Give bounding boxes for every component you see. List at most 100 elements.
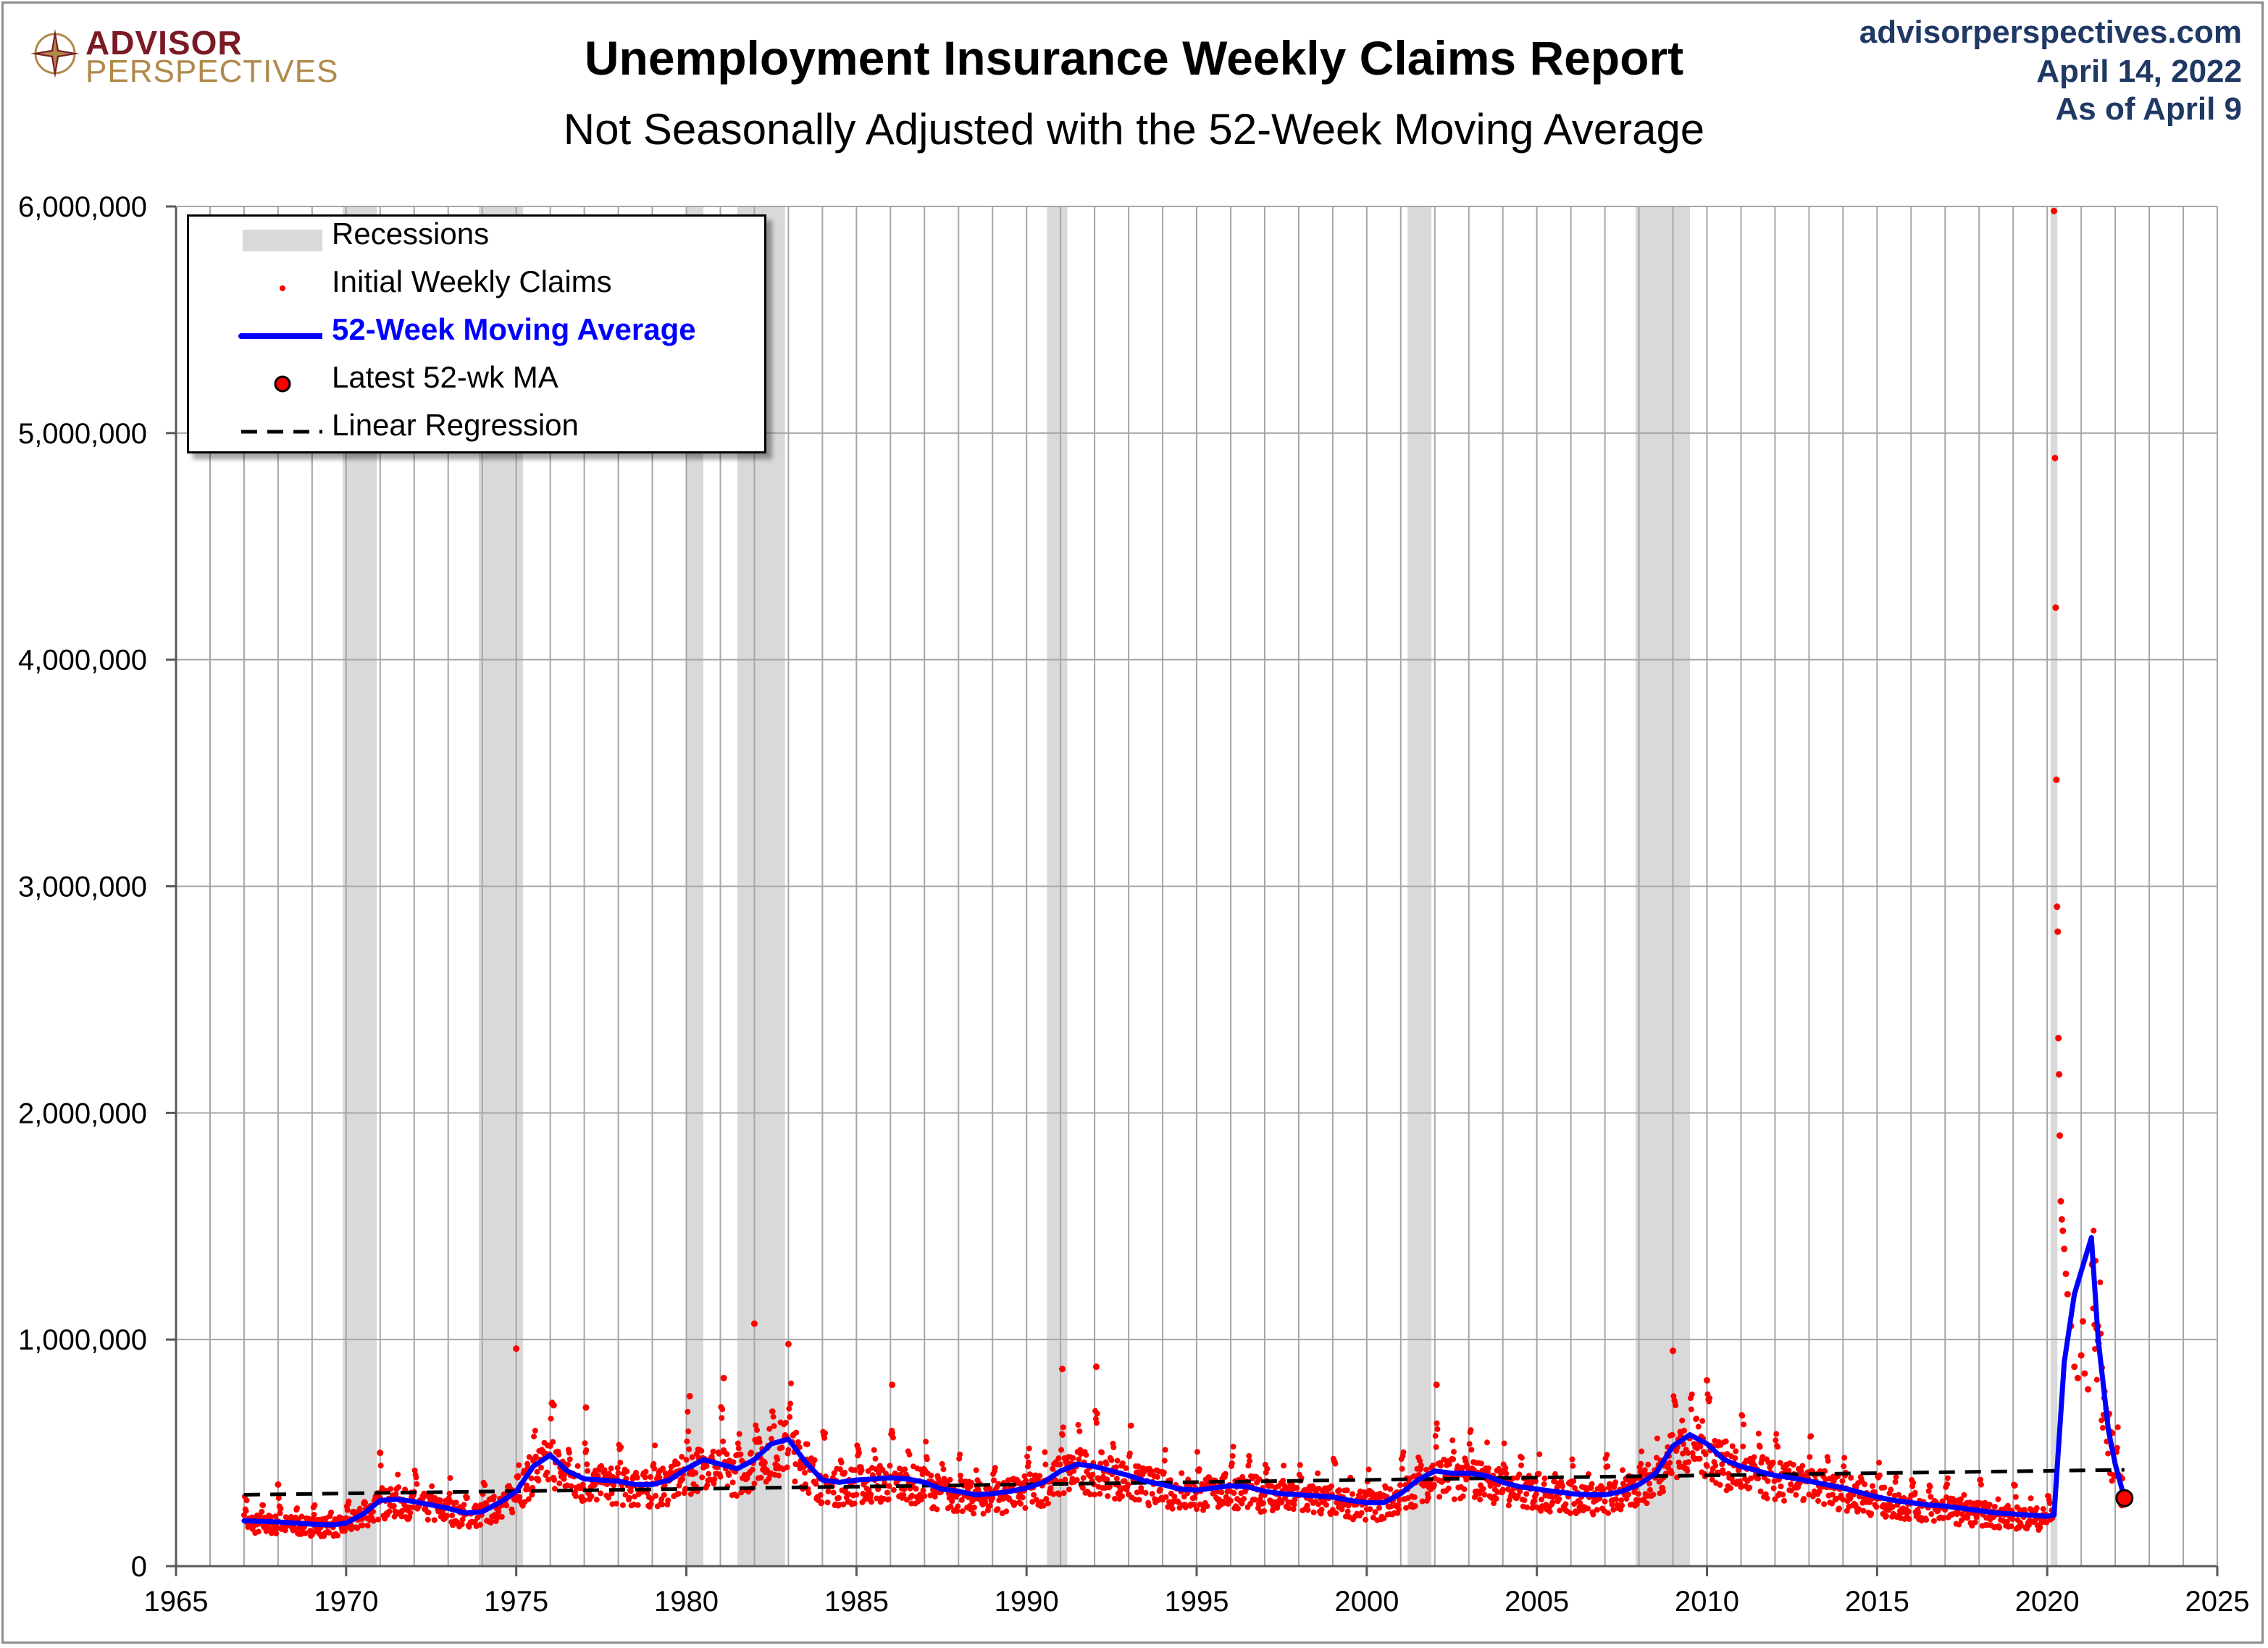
claim-dot xyxy=(399,1507,406,1514)
claim-dot xyxy=(1119,1460,1126,1467)
claim-dot xyxy=(750,1320,758,1327)
claim-dot xyxy=(635,1502,641,1508)
claim-dot xyxy=(1056,1492,1063,1498)
claim-dot xyxy=(606,1471,612,1477)
claim-dot xyxy=(2074,1374,2081,1381)
claim-dot xyxy=(1358,1510,1365,1516)
claim-dot xyxy=(1419,1498,1426,1505)
claim-dot xyxy=(1923,1517,1930,1523)
claim-dot xyxy=(277,1510,283,1517)
claim-dot xyxy=(1836,1505,1842,1512)
claim-dot xyxy=(377,1450,384,1457)
claim-dot xyxy=(837,1466,843,1473)
x-tick-label: 2025 xyxy=(2185,1586,2250,1618)
claim-dot xyxy=(1024,1453,1031,1460)
claim-dot xyxy=(1161,1457,1168,1464)
claim-dot xyxy=(971,1504,977,1510)
claim-dot xyxy=(2105,1450,2112,1457)
claim-dot xyxy=(1222,1471,1229,1477)
claim-dot xyxy=(1126,1450,1133,1457)
claim-dot xyxy=(1135,1463,1142,1470)
claim-dot xyxy=(1060,1490,1067,1497)
claim-dot xyxy=(1941,1515,1947,1521)
claim-dot xyxy=(298,1513,305,1520)
moving-average-line xyxy=(241,1234,2127,1528)
claim-dot xyxy=(1746,1484,1753,1491)
claim-dot xyxy=(889,1381,896,1389)
claim-dot xyxy=(1019,1494,1026,1501)
claim-dot xyxy=(618,1444,624,1450)
claim-dot xyxy=(572,1493,579,1499)
claim-dot xyxy=(1128,1422,1134,1429)
claim-dot xyxy=(947,1476,953,1483)
y-axis-ticks: 0 1,000,000 2,000,000 3,000,000 4,000,000 5,0… xyxy=(18,191,176,1583)
claim-dot xyxy=(1376,1505,1382,1511)
claim-dot xyxy=(375,1516,382,1523)
claim-dot xyxy=(650,1460,657,1467)
claim-dot xyxy=(1757,1488,1764,1494)
claim-dot xyxy=(1798,1468,1804,1474)
claim-dot xyxy=(1697,1443,1704,1450)
claim-dot xyxy=(311,1511,317,1518)
claim-dot xyxy=(1856,1506,1862,1513)
claim-dot xyxy=(909,1492,916,1499)
claim-dot xyxy=(683,1457,690,1463)
claim-dot xyxy=(716,1450,722,1457)
claim-dot xyxy=(472,1518,478,1525)
claim-dot xyxy=(362,1499,369,1506)
x-tick-label: 2005 xyxy=(1505,1586,1569,1618)
claim-dot xyxy=(1815,1497,1822,1504)
claim-dot xyxy=(1939,1498,1946,1505)
claim-dot xyxy=(1684,1468,1691,1474)
claim-dot xyxy=(1281,1463,1287,1469)
claim-dot xyxy=(1396,1497,1402,1503)
claim-dot xyxy=(1694,1415,1700,1422)
claim-dot xyxy=(243,1497,250,1504)
claim-dot xyxy=(805,1490,812,1497)
claim-dot xyxy=(1757,1444,1763,1450)
claim-dot xyxy=(973,1467,979,1473)
claim-dot xyxy=(2109,1478,2115,1484)
claim-dot xyxy=(490,1494,497,1500)
claim-dot xyxy=(1104,1476,1110,1483)
claim-dot xyxy=(1589,1481,1595,1487)
claim-dot xyxy=(1025,1459,1032,1465)
claim-dot xyxy=(2055,1034,2062,1042)
claim-dot xyxy=(309,1531,315,1538)
claim-dot xyxy=(509,1509,516,1515)
claim-dot xyxy=(1060,1424,1066,1431)
claim-dot xyxy=(928,1472,934,1478)
claim-dot xyxy=(1670,1347,1677,1355)
claim-dot xyxy=(1310,1509,1317,1515)
claim-dot xyxy=(1280,1477,1286,1484)
claim-dot xyxy=(1256,1476,1263,1483)
claim-dot xyxy=(1252,1497,1258,1503)
claim-dot xyxy=(874,1495,880,1502)
claim-dot xyxy=(2114,1424,2121,1431)
claim-dot xyxy=(729,1479,736,1486)
claim-dot xyxy=(692,1470,699,1476)
claim-dot xyxy=(2046,1500,2053,1507)
logo-text-advisor: ADVISOR xyxy=(85,24,243,62)
claim-dot xyxy=(1433,1444,1439,1450)
claim-dot xyxy=(1037,1473,1043,1479)
claim-dot xyxy=(1459,1464,1465,1471)
claim-dot xyxy=(785,1447,792,1453)
claim-dot xyxy=(275,1481,282,1488)
claim-dot xyxy=(1149,1491,1155,1497)
y-tick-label: 5,000,000 xyxy=(18,418,147,450)
claim-dot xyxy=(1667,1460,1673,1466)
claim-dot xyxy=(1333,1510,1339,1516)
claim-dot xyxy=(868,1492,874,1498)
claim-dot xyxy=(1668,1470,1675,1476)
claim-dot xyxy=(1739,1413,1746,1419)
moving-average-path xyxy=(241,1234,2127,1528)
claim-dot xyxy=(1125,1481,1131,1488)
claim-dot xyxy=(817,1492,824,1498)
claim-dot xyxy=(413,1474,419,1481)
claim-dot xyxy=(644,1489,650,1496)
claim-dot xyxy=(2099,1425,2106,1431)
y-tick-label: 1,000,000 xyxy=(18,1324,147,1356)
claim-dot xyxy=(1332,1460,1339,1467)
